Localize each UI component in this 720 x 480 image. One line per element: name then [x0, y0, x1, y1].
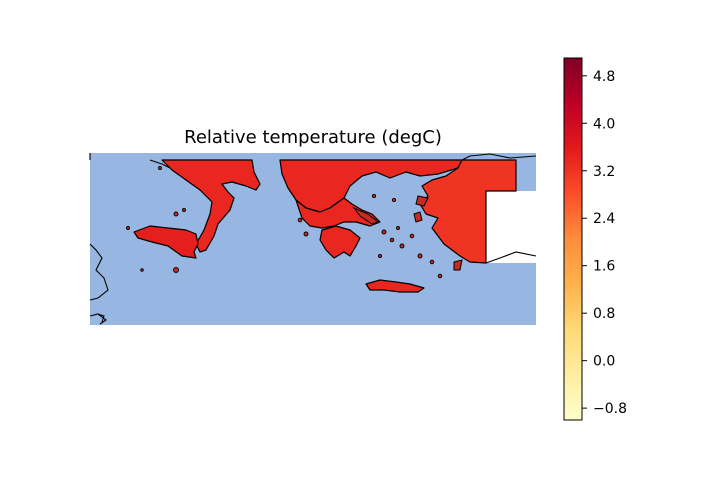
region-balkans-north [279, 159, 463, 213]
region-greece-mainland [295, 197, 381, 229]
region-peloponnese [319, 225, 361, 259]
island-euboea [352, 206, 380, 225]
colorbar-tick-label: 2.4 [593, 211, 615, 227]
coast-anatolia-south [485, 251, 537, 264]
region-sicily [133, 225, 199, 259]
map-axes [89, 153, 537, 325]
coast-dalmatia [149, 159, 171, 169]
islet [429, 259, 435, 265]
islet [158, 166, 162, 170]
islet [409, 233, 415, 239]
island-chios [413, 211, 423, 223]
region-crete [365, 279, 425, 293]
islet [389, 237, 395, 243]
islet [297, 217, 303, 223]
colorbar-tick-label: 3.2 [593, 164, 615, 180]
coast-malta [97, 313, 105, 323]
islet [417, 253, 423, 259]
coast-tunisia [89, 243, 109, 301]
colorbar-tick-label: 1.6 [593, 259, 615, 275]
region-southern-italy [161, 159, 261, 253]
island-rhodes [453, 259, 463, 271]
region-western-turkey [419, 159, 517, 264]
chart-title: Relative temperature (degC) [184, 127, 442, 148]
colorbar-tick-label: 0.0 [593, 354, 615, 370]
colorbar-gradient [563, 57, 583, 421]
islet [399, 243, 405, 249]
islet [437, 273, 443, 279]
islet [396, 226, 400, 230]
islet [377, 253, 383, 259]
colorbar-tick-label: 4.0 [593, 116, 615, 132]
islet [173, 211, 179, 217]
islet [182, 208, 186, 212]
islet [173, 267, 179, 273]
islet [126, 226, 130, 230]
island-lesbos [415, 195, 429, 207]
coast-libya [89, 313, 107, 325]
coast-black-sea [461, 153, 537, 161]
islet [391, 197, 397, 203]
islet [371, 193, 377, 199]
islet [381, 229, 387, 235]
colorbar-tick-label: −0.8 [593, 401, 627, 417]
islet [303, 231, 309, 237]
colorbar-tick-label: 0.8 [593, 306, 615, 322]
no-data-area [486, 191, 536, 263]
colorbar: −0.8 0.0 0.8 1.6 2.4 3.2 4.0 4.8 [563, 57, 627, 421]
colorbar-tick-label: 4.8 [593, 69, 615, 85]
islet [140, 268, 144, 272]
